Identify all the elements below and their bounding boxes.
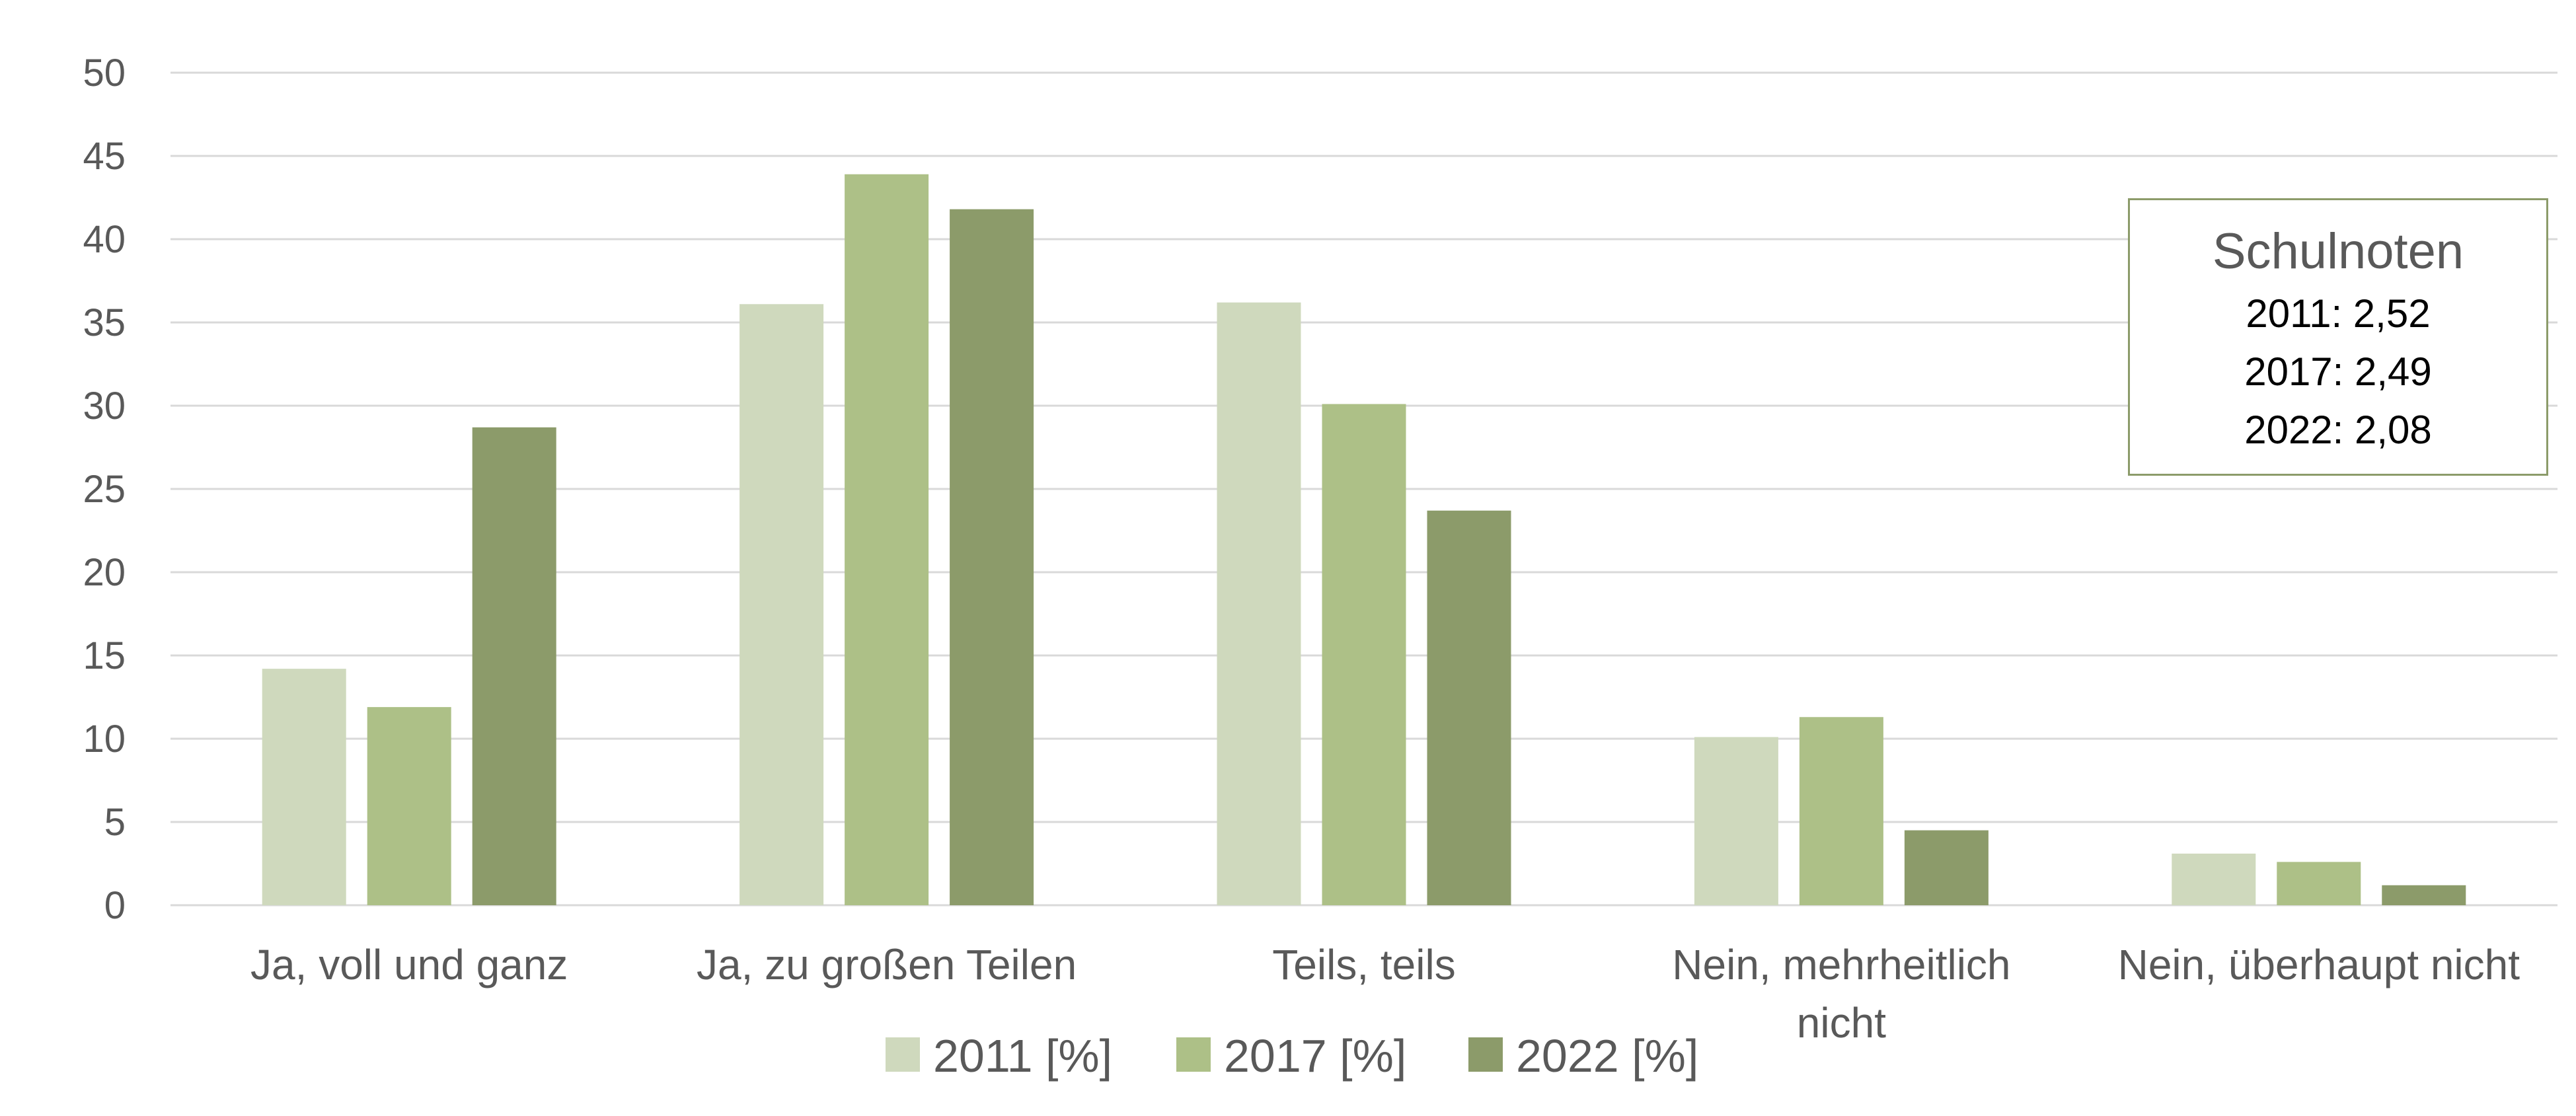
bar — [2382, 885, 2466, 905]
school-grades-annotation: Schulnoten 2011: 2,52 2017: 2,49 2022: 2… — [2128, 198, 2548, 476]
annotation-line-2011: 2011: 2,52 — [2246, 291, 2431, 336]
y-tick-label: 15 — [83, 634, 126, 677]
y-tick-label: 35 — [83, 301, 126, 344]
legend-label: 2022 [%] — [1516, 1030, 1698, 1082]
category-label: Nein, überhaupt nicht — [2118, 941, 2520, 988]
y-tick-label: 10 — [83, 718, 126, 761]
y-tick-label: 40 — [83, 218, 126, 261]
category-label: Ja, voll und ganz — [250, 941, 568, 988]
bar — [262, 669, 346, 905]
legend-swatch — [1176, 1037, 1211, 1072]
bar — [1322, 404, 1406, 905]
y-tick-label: 50 — [83, 52, 126, 94]
y-tick-label: 25 — [83, 468, 126, 511]
legend-label: 2011 [%] — [933, 1030, 1112, 1082]
y-axis-ticks: 0 5 10 15 20 25 30 35 40 45 50 — [83, 52, 126, 927]
bars — [262, 174, 2466, 906]
bar — [2277, 862, 2361, 905]
bar — [950, 209, 1034, 905]
bar — [1217, 302, 1301, 905]
bar — [367, 707, 451, 905]
bar — [1427, 510, 1511, 905]
legend: 2011 [%] 2017 [%] 2022 [%] — [886, 1030, 1698, 1082]
category-labels: Ja, voll und ganz Ja, zu großen Teilen Tei… — [250, 941, 2520, 1047]
annotation-line-2022: 2022: 2,08 — [2244, 408, 2432, 452]
bar — [2172, 853, 2256, 905]
legend-swatch — [1468, 1037, 1503, 1072]
category-label: nicht — [1797, 999, 1886, 1047]
category-label: Teils, teils — [1272, 941, 1455, 988]
bar — [1799, 717, 1883, 905]
y-tick-label: 30 — [83, 385, 126, 428]
category-label: Ja, zu großen Teilen — [697, 941, 1077, 988]
category-label: Nein, mehrheitlich — [1672, 941, 2010, 988]
bar — [1694, 737, 1778, 905]
annotation-line-2017: 2017: 2,49 — [2244, 350, 2432, 394]
bar — [1904, 830, 1989, 905]
bar — [845, 174, 929, 906]
y-tick-label: 5 — [104, 801, 126, 844]
annotation-title: Schulnoten — [2212, 223, 2464, 279]
y-tick-label: 45 — [83, 135, 126, 178]
bar — [472, 427, 556, 905]
y-tick-label: 0 — [104, 884, 126, 927]
legend-swatch — [886, 1037, 920, 1072]
legend-label: 2017 [%] — [1224, 1030, 1406, 1082]
y-tick-label: 20 — [83, 551, 126, 594]
bar — [739, 304, 824, 905]
